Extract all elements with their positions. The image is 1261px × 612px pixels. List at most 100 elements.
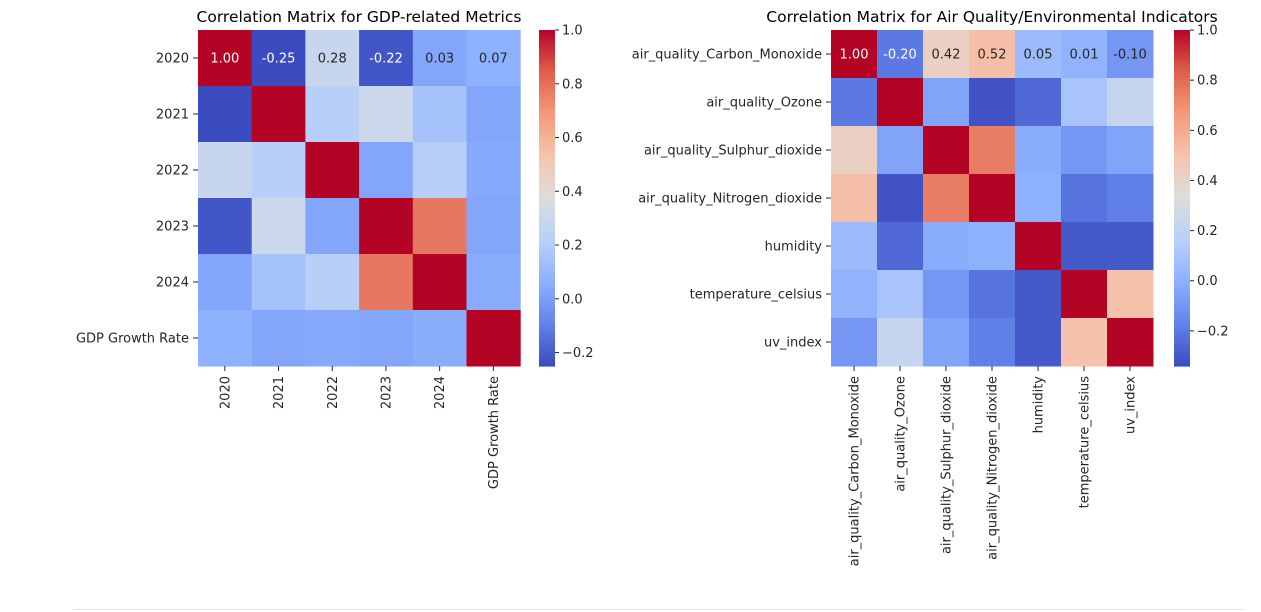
x-tick-label: air_quality_Nitrogen_dioxide [986, 376, 1001, 560]
colorbar-segment [539, 198, 555, 202]
colorbar-segment [1174, 172, 1190, 177]
colorbar-segment [539, 276, 555, 280]
colorbar-segment [539, 290, 555, 294]
colorbar-segment [539, 352, 555, 356]
x-tick-label: air_quality_Carbon_Monoxide [848, 376, 863, 566]
colorbar-segment [1174, 293, 1190, 297]
colorbar-segment [539, 49, 555, 53]
y-tick-label: air_quality_Ozone [706, 96, 822, 111]
colorbar-segment [1174, 200, 1190, 205]
colorbar-segment [1174, 360, 1190, 364]
x-tick-label: GDP Growth Rate [487, 376, 502, 489]
colorbar-segment [1174, 139, 1190, 143]
heatmap-cell [923, 318, 970, 367]
y-tick-label: air_quality_Sulphur_dioxide [644, 144, 822, 159]
colorbar-segment [539, 77, 555, 81]
colorbar-segment [539, 184, 555, 188]
colorbar-segment [1174, 270, 1190, 275]
heatmap-cell [1015, 318, 1062, 367]
colorbar-segment [1174, 349, 1190, 353]
colorbar-segment [1174, 46, 1190, 51]
heatmap-cell [923, 270, 970, 319]
heatmap-cell [831, 318, 878, 367]
heatmap-cell [412, 30, 467, 87]
colorbar-segment [539, 119, 555, 123]
colorbar-segment [539, 301, 555, 305]
colorbar-segment [1174, 38, 1190, 42]
heatmap-cell [1107, 126, 1154, 175]
heatmap-cell [305, 142, 360, 199]
heatmap-cell [877, 30, 924, 79]
colorbar-segment [539, 55, 555, 59]
heatmap-cell [412, 86, 467, 143]
colorbar-segment [539, 136, 555, 140]
colorbar-segment [539, 312, 555, 317]
heatmap-cell [466, 198, 521, 255]
colorbar-segment [539, 44, 555, 48]
colorbar-segment [1174, 60, 1190, 65]
y-tick-label: 2022 [156, 164, 189, 179]
heatmap-cell [359, 30, 414, 87]
colorbar-segment [539, 349, 555, 353]
colorbar-segment [539, 58, 555, 62]
heatmap-cell [359, 86, 414, 143]
colorbar-segment [1174, 363, 1190, 367]
colorbar-segment [539, 343, 555, 347]
colorbar-segment [539, 298, 555, 303]
colorbar-segment [1174, 209, 1190, 213]
colorbar-segment [1174, 116, 1190, 121]
colorbar-segment [1174, 326, 1190, 331]
chart-title: Correlation Matrix for GDP-related Metri… [197, 8, 522, 26]
colorbar-segment [1174, 119, 1190, 123]
colorbar-segment [1174, 55, 1190, 59]
colorbar-segment [1174, 94, 1190, 98]
colorbar-tick-label: 0.4 [1197, 174, 1218, 189]
colorbar-segment [1174, 324, 1190, 328]
heatmap-cell [831, 30, 878, 79]
colorbar-segment [539, 287, 555, 291]
heatmap-cell [466, 86, 521, 143]
colorbar-segment [1174, 262, 1190, 266]
colorbar-segment [539, 195, 555, 199]
y-tick-label: uv_index [764, 336, 822, 351]
heatmap-cell [969, 126, 1016, 175]
colorbar-segment [1174, 282, 1190, 286]
colorbar-segment [539, 326, 555, 331]
colorbar-segment [1174, 111, 1190, 115]
colorbar-segment [539, 80, 555, 84]
colorbar-segment [1174, 206, 1190, 210]
heatmap-cell [1107, 174, 1154, 223]
colorbar-segment [1174, 72, 1190, 76]
colorbar-segment [1174, 63, 1190, 67]
colorbar-segment [539, 102, 555, 107]
heatmap-cell [831, 174, 878, 223]
colorbar-segment [539, 142, 555, 146]
colorbar-segment [1174, 130, 1190, 135]
colorbar-segment [539, 240, 555, 244]
heatmap-cell [412, 310, 467, 367]
colorbar-segment [1174, 49, 1190, 53]
heatmap-cell [831, 270, 878, 319]
cell-value-label: 1.00 [840, 48, 869, 63]
heatmap-cell [831, 222, 878, 271]
colorbar-segment [1174, 217, 1190, 221]
colorbar-segment [1174, 357, 1190, 361]
colorbar-segment [539, 170, 555, 174]
heatmap-cell [1061, 78, 1108, 127]
colorbar-segment [1174, 223, 1190, 227]
heatmap-cell [359, 254, 414, 311]
colorbar-tick-label: 0.0 [562, 292, 583, 307]
colorbar-segment [1174, 52, 1190, 56]
colorbar-segment [539, 228, 555, 233]
colorbar-segment [1174, 184, 1190, 188]
colorbar-segment [539, 128, 555, 132]
colorbar-segment [539, 156, 555, 160]
colorbar-segment [1174, 136, 1190, 140]
colorbar-segment [1174, 178, 1190, 182]
colorbar-segment [539, 41, 555, 45]
colorbar-segment [539, 88, 555, 93]
colorbar-segment [539, 147, 555, 151]
colorbar-segment [539, 259, 555, 263]
colorbar-segment [1174, 240, 1190, 244]
colorbar-segment [539, 100, 555, 104]
